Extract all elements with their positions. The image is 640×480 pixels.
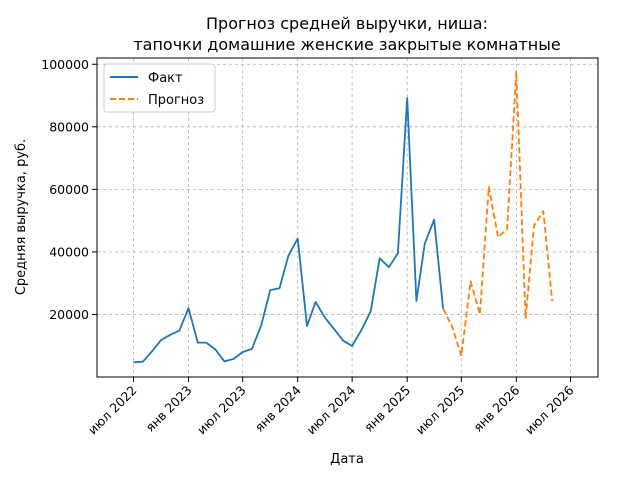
legend-label-forecast: Прогноз <box>148 93 204 108</box>
legend: Факт Прогноз <box>103 63 216 113</box>
series-line-forecast <box>442 70 554 357</box>
plot-frame <box>96 57 599 378</box>
grid <box>97 58 598 377</box>
x-axis-label: Дата <box>330 452 364 467</box>
y-tick-label: 40000 <box>49 244 89 259</box>
y-axis-label: Средняя выручка, руб. <box>14 139 29 295</box>
series-group <box>133 70 554 364</box>
chart-title: Прогноз средней выручки, ниша: <box>206 14 488 33</box>
y-tick-label: 80000 <box>49 119 89 134</box>
y-tick-label: 60000 <box>49 182 89 197</box>
legend-label-fact: Факт <box>148 71 183 86</box>
y-tick-label: 100000 <box>41 57 89 72</box>
series-line-fact <box>133 97 444 364</box>
y-tick-label: 20000 <box>49 307 89 322</box>
chart-subtitle: тапочки домашние женские закрытые комнат… <box>133 35 560 54</box>
